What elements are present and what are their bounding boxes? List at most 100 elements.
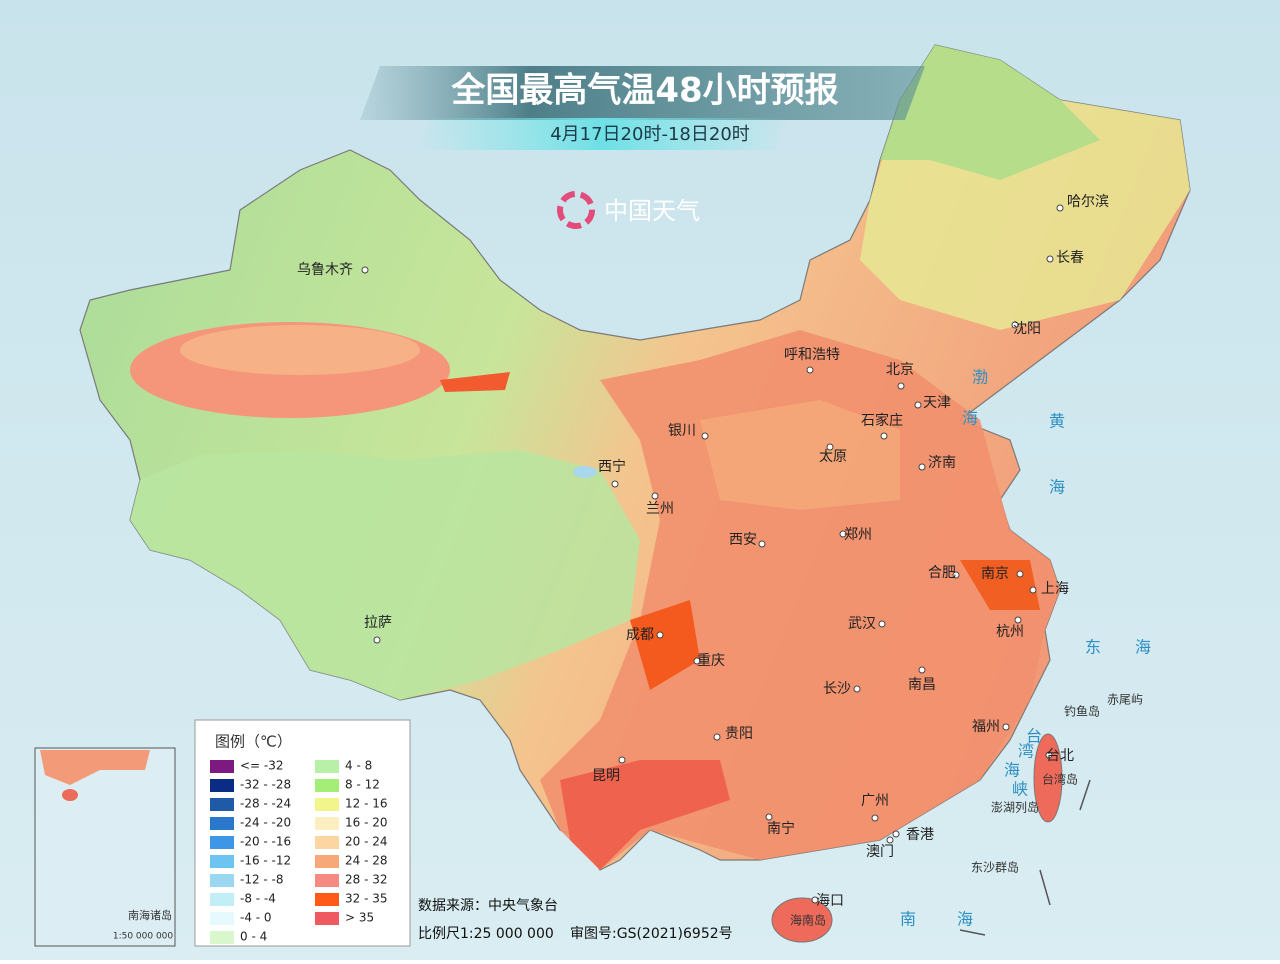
brand-logo [557, 191, 595, 229]
city-label: 香港 [906, 827, 934, 843]
city-label: 南京 [981, 566, 1009, 582]
city-dot [611, 480, 619, 488]
sea-label: 黄 [1049, 412, 1065, 431]
city-label: 南宁 [767, 820, 795, 837]
city-label: 重庆 [697, 653, 725, 669]
china-map [79, 44, 1191, 943]
city-dot [361, 266, 369, 274]
city-dot [656, 631, 664, 639]
city-label: 呼和浩特 [784, 347, 840, 363]
city-label: 上海 [1041, 581, 1069, 597]
sea-label: 南 [900, 910, 916, 929]
city-dot [1002, 723, 1010, 731]
city-dot [1046, 255, 1054, 263]
city-dot [839, 530, 847, 538]
island-label: 赤尾屿 [1107, 693, 1143, 707]
title: 全国最高气温48小时预报 [450, 71, 838, 111]
legend-swatch [315, 836, 339, 849]
city-dot [952, 571, 960, 579]
city-label: 南昌 [908, 677, 936, 693]
island-label: 澎湖列岛 [991, 800, 1039, 815]
inset-scale: 1:50 000 000 [113, 932, 174, 942]
city-label: 广州 [861, 793, 889, 809]
city-label: 海口 [816, 893, 844, 909]
map-scale: 比例尺1:25 000 000 [418, 926, 554, 942]
legend-label: -8 - -4 [240, 892, 276, 906]
city-dot [897, 382, 905, 390]
review-number: 审图号:GS(2021)6952号 [570, 926, 733, 942]
city-dot [618, 756, 626, 764]
sea-label: 湾 [1018, 742, 1034, 761]
legend-label: -16 - -12 [240, 854, 291, 868]
city-dot [701, 432, 709, 440]
legend-label: -20 - -16 [240, 835, 291, 849]
city-dot [918, 463, 926, 471]
city-label: 长春 [1056, 250, 1084, 266]
legend-swatch [315, 798, 339, 811]
sea-label: 海 [1049, 478, 1065, 497]
city-dot [693, 657, 701, 665]
city-label: 郑州 [844, 527, 872, 543]
city-dot [878, 620, 886, 628]
legend-label: 24 - 28 [345, 854, 388, 868]
city-dot [373, 636, 381, 644]
legend-label: -32 - -28 [240, 778, 291, 792]
island-label: 东沙群岛 [971, 860, 1019, 875]
legend-label: 8 - 12 [345, 778, 380, 792]
city-dot [853, 685, 861, 693]
island-label: 台湾岛 [1042, 772, 1078, 787]
city-dot [1011, 321, 1019, 329]
city-label: 哈尔滨 [1067, 194, 1109, 210]
city-label: 昆明 [592, 768, 620, 784]
city-dot [713, 733, 721, 741]
island-label: 海南岛 [790, 913, 826, 928]
legend-swatch [210, 874, 234, 887]
legend-swatch [315, 779, 339, 792]
city-label: 贵阳 [725, 726, 753, 742]
legend-swatch [210, 817, 234, 830]
legend-label: 12 - 16 [345, 797, 388, 811]
legend-swatch [315, 855, 339, 868]
subtitle: 4月17日20时-18日20时 [550, 124, 750, 145]
legend-label: 20 - 24 [345, 835, 388, 849]
city-label: 西安 [729, 532, 757, 548]
city-label: 石家庄 [861, 412, 903, 429]
city-label: 济南 [928, 455, 956, 471]
inset-label: 南海诸岛 [128, 908, 172, 922]
city-label: 拉萨 [364, 615, 392, 631]
city-label: 太原 [819, 449, 847, 465]
city-label: 沈阳 [1013, 321, 1041, 337]
legend-label: 28 - 32 [345, 873, 388, 887]
legend-swatch [210, 760, 234, 773]
legend-swatch [315, 874, 339, 887]
city-label: 成都 [626, 627, 654, 643]
data-source: 数据来源：中央气象台 [418, 898, 558, 914]
city-label: 福州 [972, 719, 1000, 735]
city-dot [1056, 204, 1064, 212]
legend-swatch [210, 779, 234, 792]
legend-label: -28 - -24 [240, 797, 291, 811]
city-dot [892, 830, 900, 838]
legend-swatch [210, 836, 234, 849]
city-dot [806, 366, 814, 374]
legend-swatch [210, 893, 234, 906]
legend-swatch [210, 855, 234, 868]
legend-swatch [210, 912, 234, 925]
legend-label: 16 - 20 [345, 816, 388, 830]
legend-swatch [210, 931, 234, 944]
city-dot [1016, 570, 1024, 578]
sea-label: 峡 [1012, 780, 1028, 799]
inset: 南海诸岛 1:50 000 000 [34, 747, 176, 947]
legend-label: > 35 [345, 911, 374, 925]
legend-label: 4 - 8 [345, 759, 372, 773]
city-dot [1014, 616, 1022, 624]
island-label: 钓鱼岛 [1064, 704, 1100, 719]
sea-label: 海 [962, 409, 978, 428]
city-dot [651, 492, 659, 500]
legend-swatch [315, 760, 339, 773]
legend: 图例（℃） <= -32 -32 - -28 -28 - -24 -24 - -20 -… [194, 719, 411, 947]
title-banner: 全国最高气温48小时预报 4月17日20时-18日20时 中国天气 [360, 66, 925, 229]
city-dot [811, 896, 819, 904]
